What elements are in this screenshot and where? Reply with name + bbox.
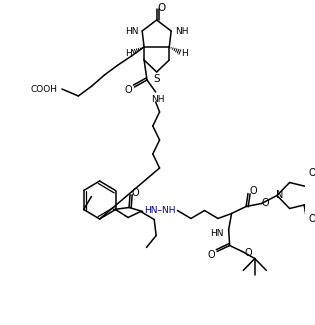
- Text: COOH: COOH: [30, 84, 57, 94]
- Text: HN–NH: HN–NH: [144, 206, 176, 215]
- Text: H: H: [125, 48, 132, 58]
- Text: NH: NH: [175, 28, 189, 36]
- Text: O: O: [309, 214, 315, 224]
- Text: O: O: [309, 167, 315, 177]
- Text: O: O: [125, 85, 132, 95]
- Text: O: O: [158, 3, 166, 13]
- Text: O: O: [249, 187, 257, 197]
- Text: HN: HN: [125, 28, 138, 36]
- Text: O: O: [131, 188, 139, 198]
- Text: H: H: [181, 48, 188, 58]
- Text: O: O: [262, 198, 269, 207]
- Text: HN: HN: [210, 229, 224, 238]
- Text: S: S: [153, 74, 160, 84]
- Text: O: O: [208, 250, 215, 259]
- Text: N: N: [276, 190, 284, 201]
- Text: NH: NH: [151, 96, 164, 105]
- Text: O: O: [244, 249, 252, 258]
